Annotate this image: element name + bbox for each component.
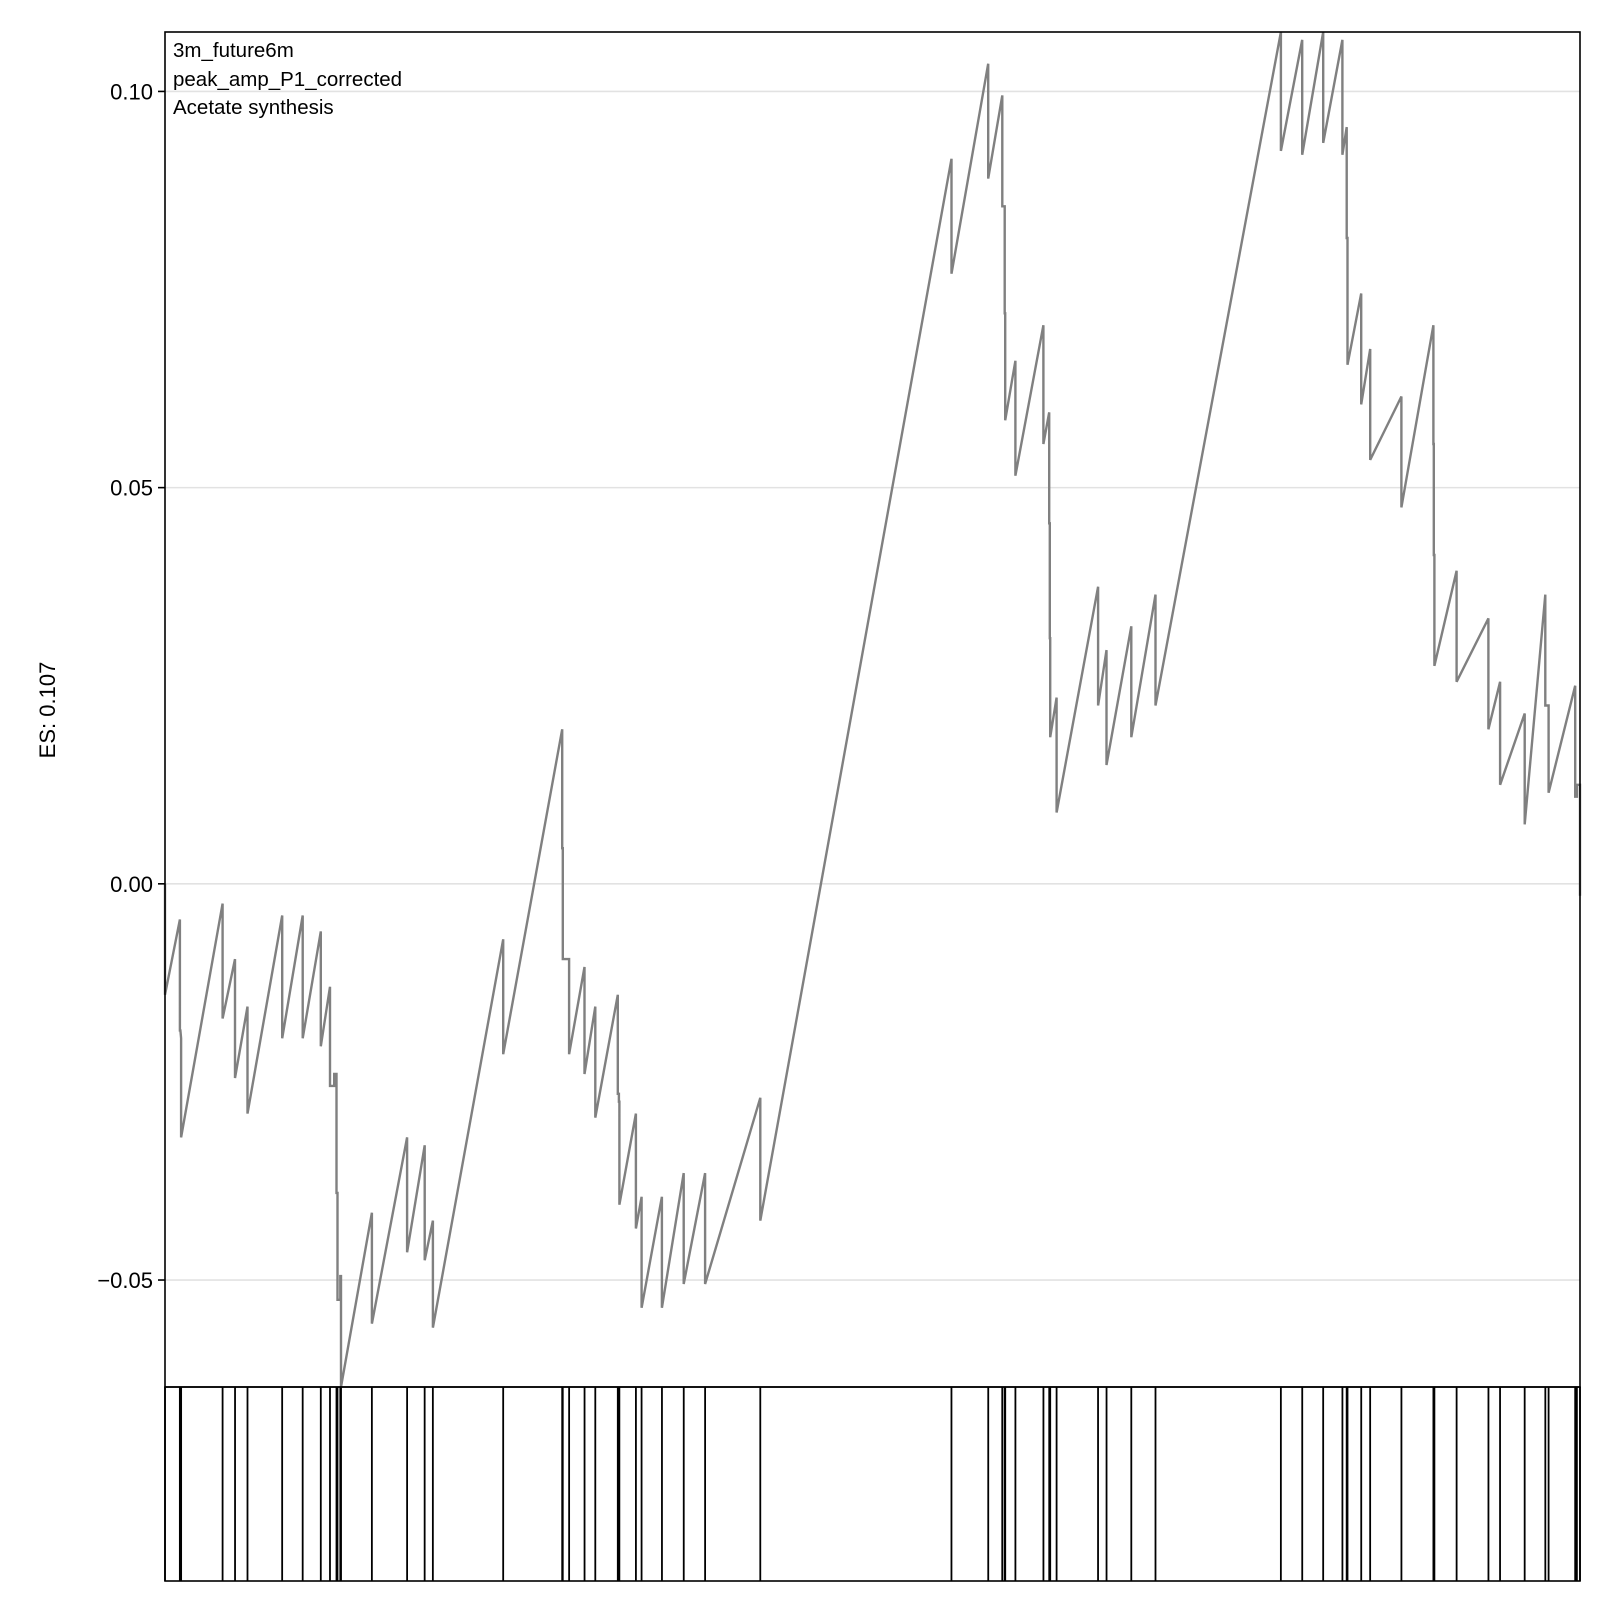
y-axis-label: ES: 0.107 <box>35 662 60 759</box>
y-tick-label: 0.05 <box>110 476 153 501</box>
main-panel-frame <box>164 31 1581 1388</box>
annotation-line-3: Acetate synthesis <box>173 96 334 119</box>
y-tick-label: 0.10 <box>110 79 153 104</box>
annotation-line-1: 3m_future6m <box>173 39 294 62</box>
annotation-block: 3m_future6m peak_amp_P1_corrected Acetat… <box>173 39 402 119</box>
es-line <box>163 31 1582 1388</box>
y-axis-ticks: 0.10 0.05 0.00 −0.05 <box>97 79 165 1293</box>
hit-barcode <box>164 1387 1581 1581</box>
y-tick-label: −0.05 <box>97 1268 153 1293</box>
barcode-panel-frame <box>164 1386 1581 1582</box>
annotation-line-2: peak_amp_P1_corrected <box>173 68 402 91</box>
grid-lines <box>165 90 1580 1281</box>
es-line-series <box>163 31 1582 1388</box>
y-tick-label: 0.00 <box>110 872 153 897</box>
